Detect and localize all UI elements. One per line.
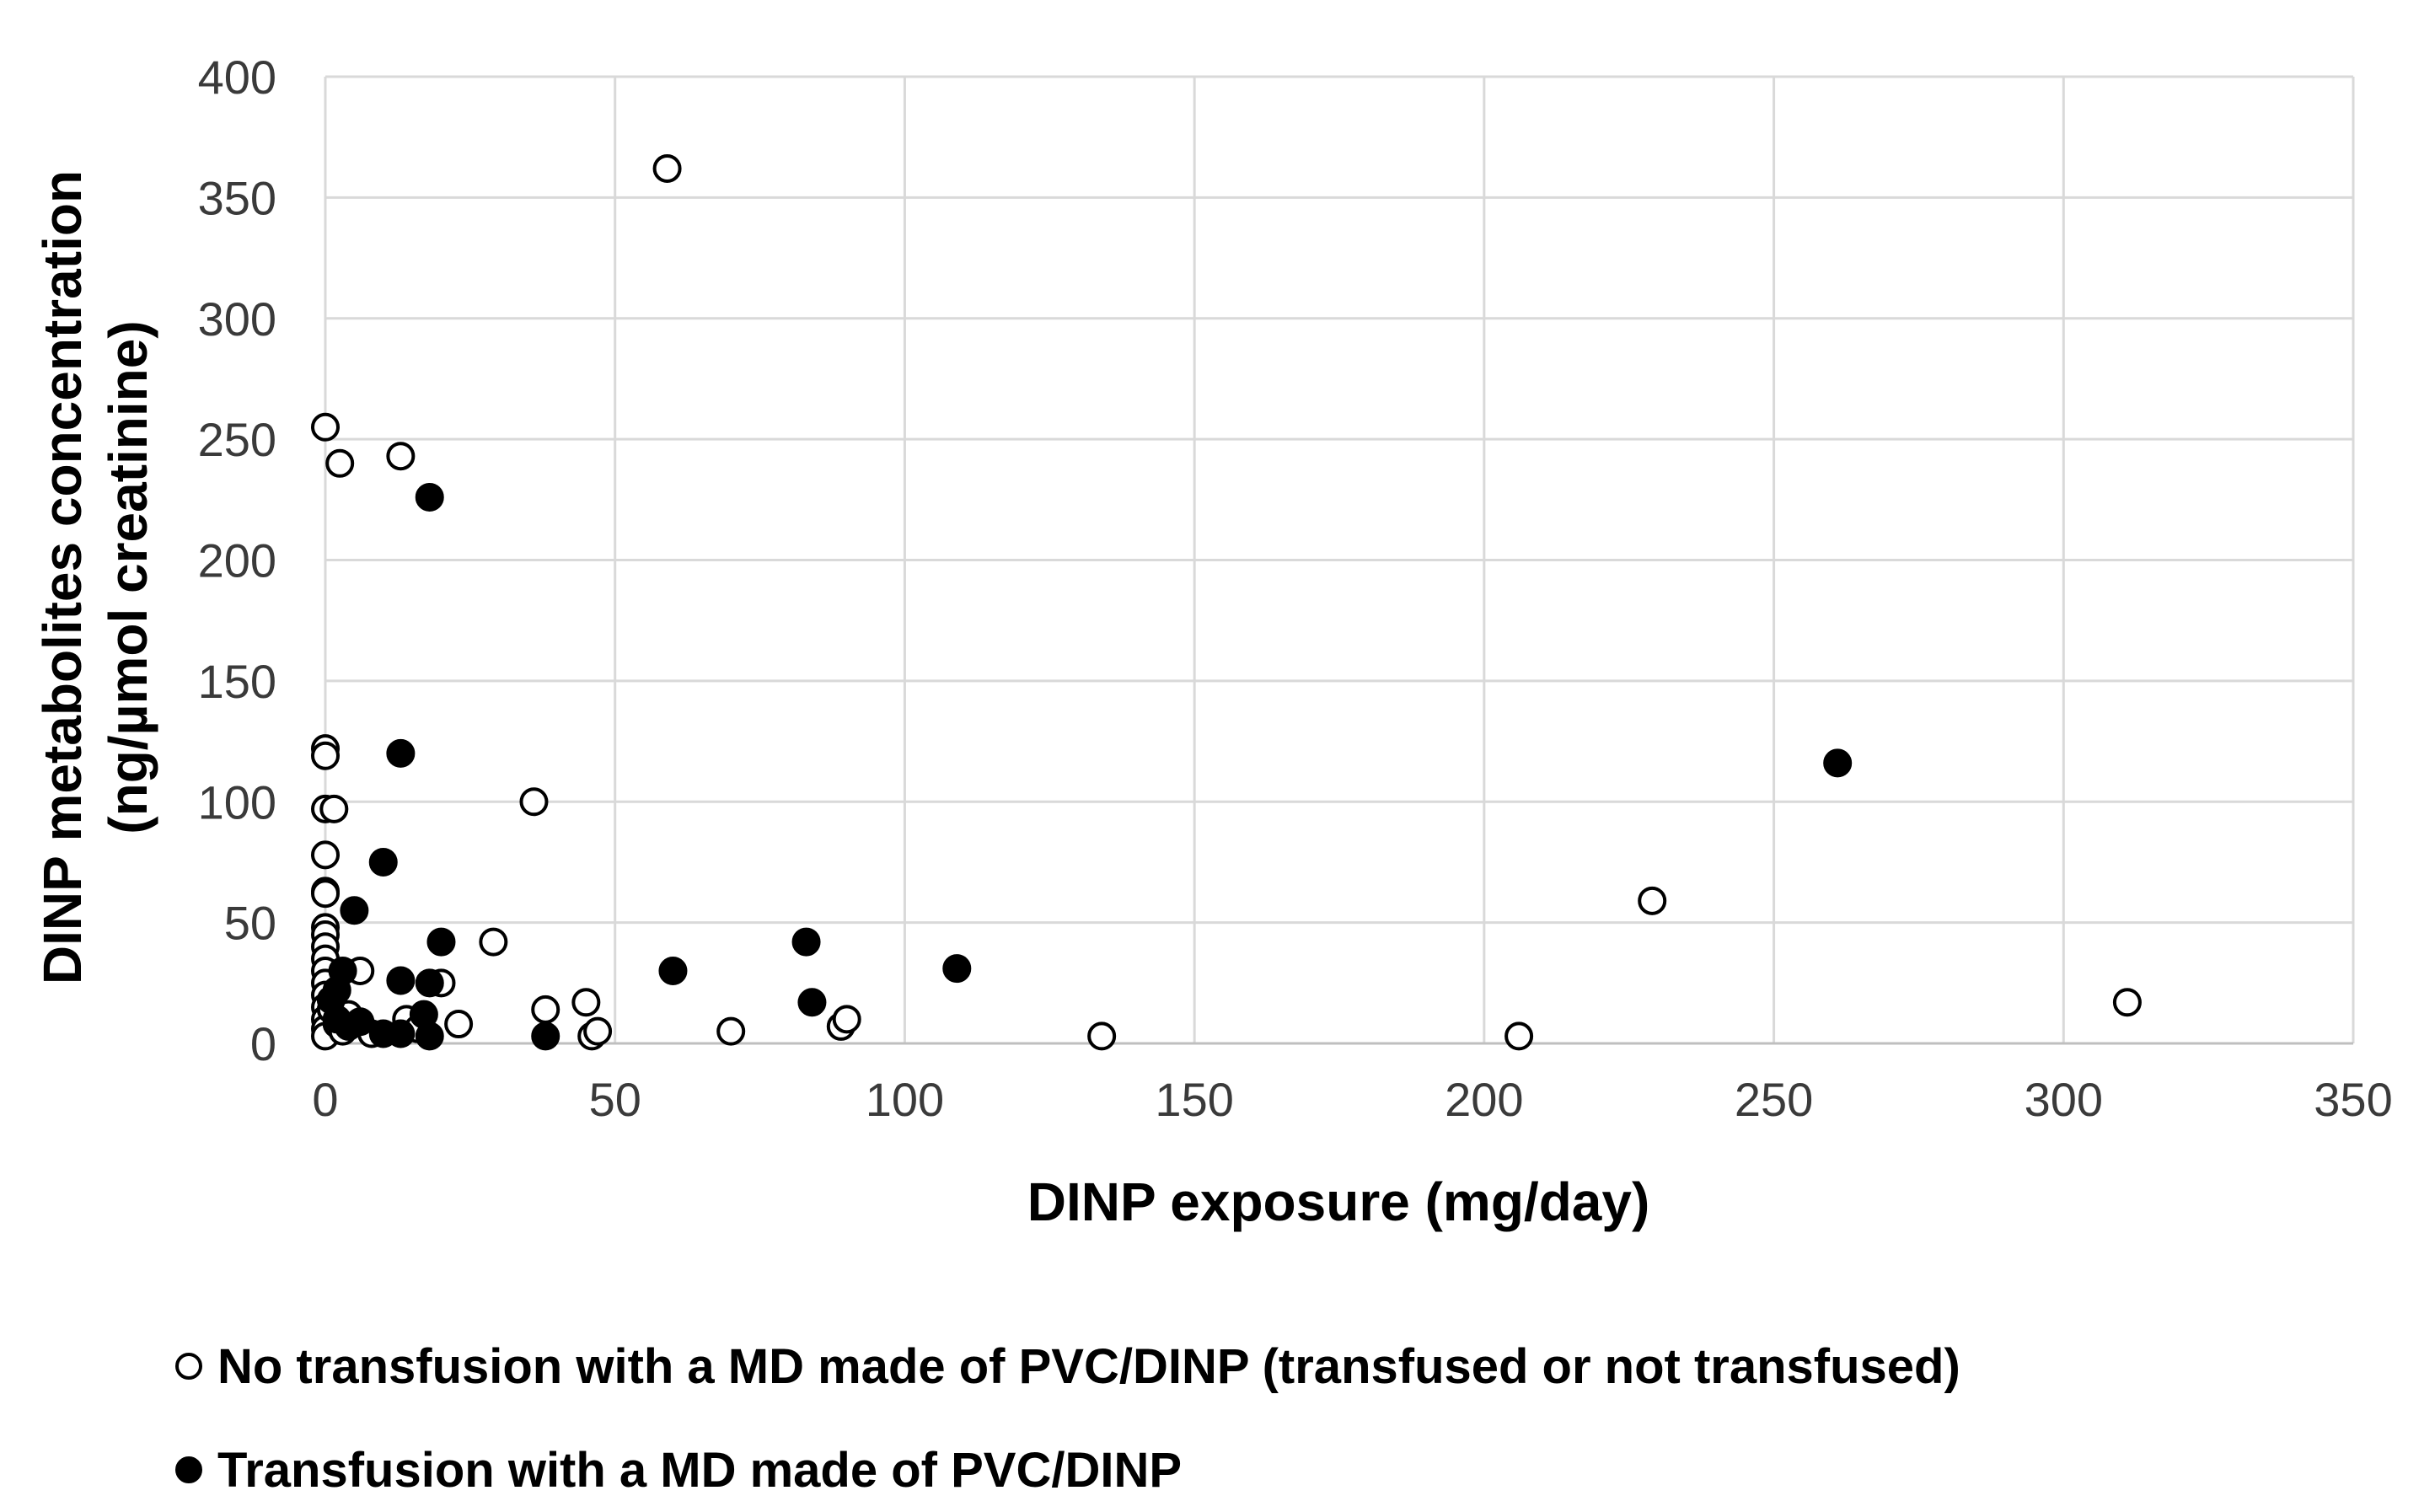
point-no-transfusion (325, 448, 355, 478)
point-no-transfusion (1087, 1021, 1117, 1051)
x-tick-label: 200 (1445, 1073, 1523, 1126)
point-no-transfusion (583, 1016, 613, 1046)
point-transfusion (797, 988, 827, 1017)
point-no-transfusion (311, 840, 340, 870)
y-axis-title-line1: DINP metabolites concentration (32, 170, 93, 984)
x-axis-ticks: 0 50 100 150 200 250 300 350 (312, 1073, 2392, 1126)
point-transfusion (386, 738, 416, 768)
data-points (311, 153, 2142, 1051)
point-transfusion (368, 847, 398, 877)
legend-label-no-transfusion: No transfusion with a MD made of PVC/DIN… (217, 1339, 1960, 1394)
point-no-transfusion (1638, 886, 1667, 915)
point-no-transfusion (386, 442, 416, 471)
point-no-transfusion (531, 995, 560, 1024)
x-tick-label: 50 (589, 1073, 641, 1126)
legend-filled-marker (175, 1456, 202, 1483)
y-tick-label: 250 (198, 413, 276, 466)
y-tick-label: 300 (198, 292, 276, 346)
point-transfusion (658, 956, 688, 985)
point-transfusion (346, 1007, 375, 1037)
point-transfusion (415, 482, 444, 512)
point-no-transfusion (832, 1005, 861, 1034)
grid-lines (324, 75, 2355, 1045)
x-tick-label: 150 (1155, 1073, 1233, 1126)
y-tick-label: 150 (198, 655, 276, 708)
point-no-transfusion (716, 1016, 746, 1046)
point-transfusion (791, 927, 821, 957)
y-tick-label: 350 (198, 171, 276, 224)
point-transfusion (426, 927, 456, 957)
x-tick-label: 300 (2025, 1073, 2103, 1126)
y-axis-title: DINP metabolites concentration (ng/µmol … (32, 170, 158, 984)
point-no-transfusion (311, 879, 340, 909)
point-no-transfusion (2112, 988, 2142, 1017)
legend-label-transfusion: Transfusion with a MD made of PVC/DINP (217, 1443, 1182, 1498)
point-no-transfusion (479, 927, 508, 957)
point-no-transfusion (444, 1010, 474, 1039)
point-transfusion (531, 1021, 560, 1051)
x-tick-label: 0 (312, 1073, 338, 1126)
y-tick-label: 100 (198, 775, 276, 828)
y-tick-label: 200 (198, 534, 276, 587)
point-transfusion (942, 954, 972, 984)
point-no-transfusion (1504, 1021, 1534, 1051)
point-transfusion (386, 1019, 416, 1048)
point-transfusion (415, 968, 444, 998)
point-no-transfusion (519, 787, 549, 817)
point-no-transfusion (311, 412, 340, 442)
point-no-transfusion (311, 741, 340, 770)
y-axis-title-line2: (ng/µmol creatinine) (98, 320, 158, 834)
x-tick-label: 100 (866, 1073, 944, 1126)
point-no-transfusion (652, 153, 682, 183)
legend: No transfusion with a MD made of PVC/DIN… (175, 1339, 1960, 1498)
x-tick-label: 350 (2314, 1073, 2392, 1126)
y-axis-ticks: 0 50 100 150 200 250 300 350 400 (198, 51, 276, 1070)
point-transfusion (340, 896, 369, 925)
point-transfusion (415, 1021, 444, 1051)
legend-open-marker (175, 1353, 202, 1380)
y-tick-label: 0 (250, 1017, 276, 1070)
x-tick-label: 250 (1735, 1073, 1813, 1126)
y-tick-label: 400 (198, 51, 276, 104)
x-axis-title: DINP exposure (mg/day) (1027, 1172, 1650, 1232)
point-transfusion (386, 966, 416, 995)
point-no-transfusion (319, 794, 349, 823)
point-transfusion (1823, 748, 1853, 778)
y-tick-label: 50 (224, 897, 276, 950)
point-no-transfusion (571, 988, 601, 1017)
